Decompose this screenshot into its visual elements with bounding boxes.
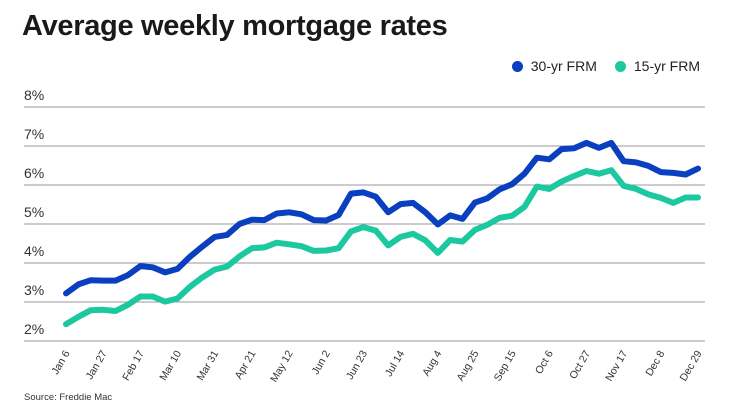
series-line-30yr: [63, 139, 701, 297]
x-tick-label: Jul 14: [383, 348, 407, 378]
y-tick-label: 2%: [24, 321, 44, 337]
y-tick-label: 4%: [24, 243, 44, 259]
x-tick-label: Sep 15: [492, 348, 519, 383]
x-tick-label: Oct 27: [567, 348, 593, 381]
y-tick-label: 6%: [24, 165, 44, 181]
legend-label-30yr: 30-yr FRM: [530, 58, 597, 74]
legend-swatch-15yr: [614, 60, 626, 72]
x-tick-label: Feb 17: [120, 348, 147, 382]
legend-swatch-30yr: [511, 60, 523, 72]
y-tick-label: 8%: [24, 87, 44, 103]
x-tick-label: Dec 29: [678, 348, 705, 383]
legend: 30-yr FRM 15-yr FRM: [511, 58, 700, 74]
series-line-15yr: [63, 167, 701, 328]
x-tick-label: Jan 6: [49, 348, 72, 376]
x-tick-label: Mar 31: [195, 348, 222, 382]
x-tick-label: May 12: [268, 348, 296, 384]
y-tick-label: 3%: [24, 282, 44, 298]
legend-item-30yr: 30-yr FRM: [511, 58, 597, 74]
x-tick-label: Jun 23: [344, 348, 370, 381]
legend-label-15yr: 15-yr FRM: [633, 58, 700, 74]
x-tick-label: Oct 6: [533, 348, 556, 376]
y-tick-label: 5%: [24, 204, 44, 220]
source-note: Source: Freddie Mac: [24, 392, 113, 403]
chart-title: Average weekly mortgage rates: [22, 10, 448, 42]
x-tick-label: Apr 21: [233, 348, 259, 381]
x-tick-label: Nov 17: [603, 348, 630, 383]
x-tick-label: Dec 8: [643, 348, 667, 378]
legend-item-15yr: 15-yr FRM: [614, 58, 700, 74]
x-tick-label: Aug 4: [420, 348, 444, 378]
x-tick-label: Mar 10: [157, 348, 184, 382]
x-tick-label: Jun 2: [310, 348, 333, 376]
y-tick-label: 7%: [24, 126, 44, 142]
x-tick-label: Aug 25: [455, 348, 482, 383]
x-tick-label: Jan 27: [84, 348, 110, 381]
